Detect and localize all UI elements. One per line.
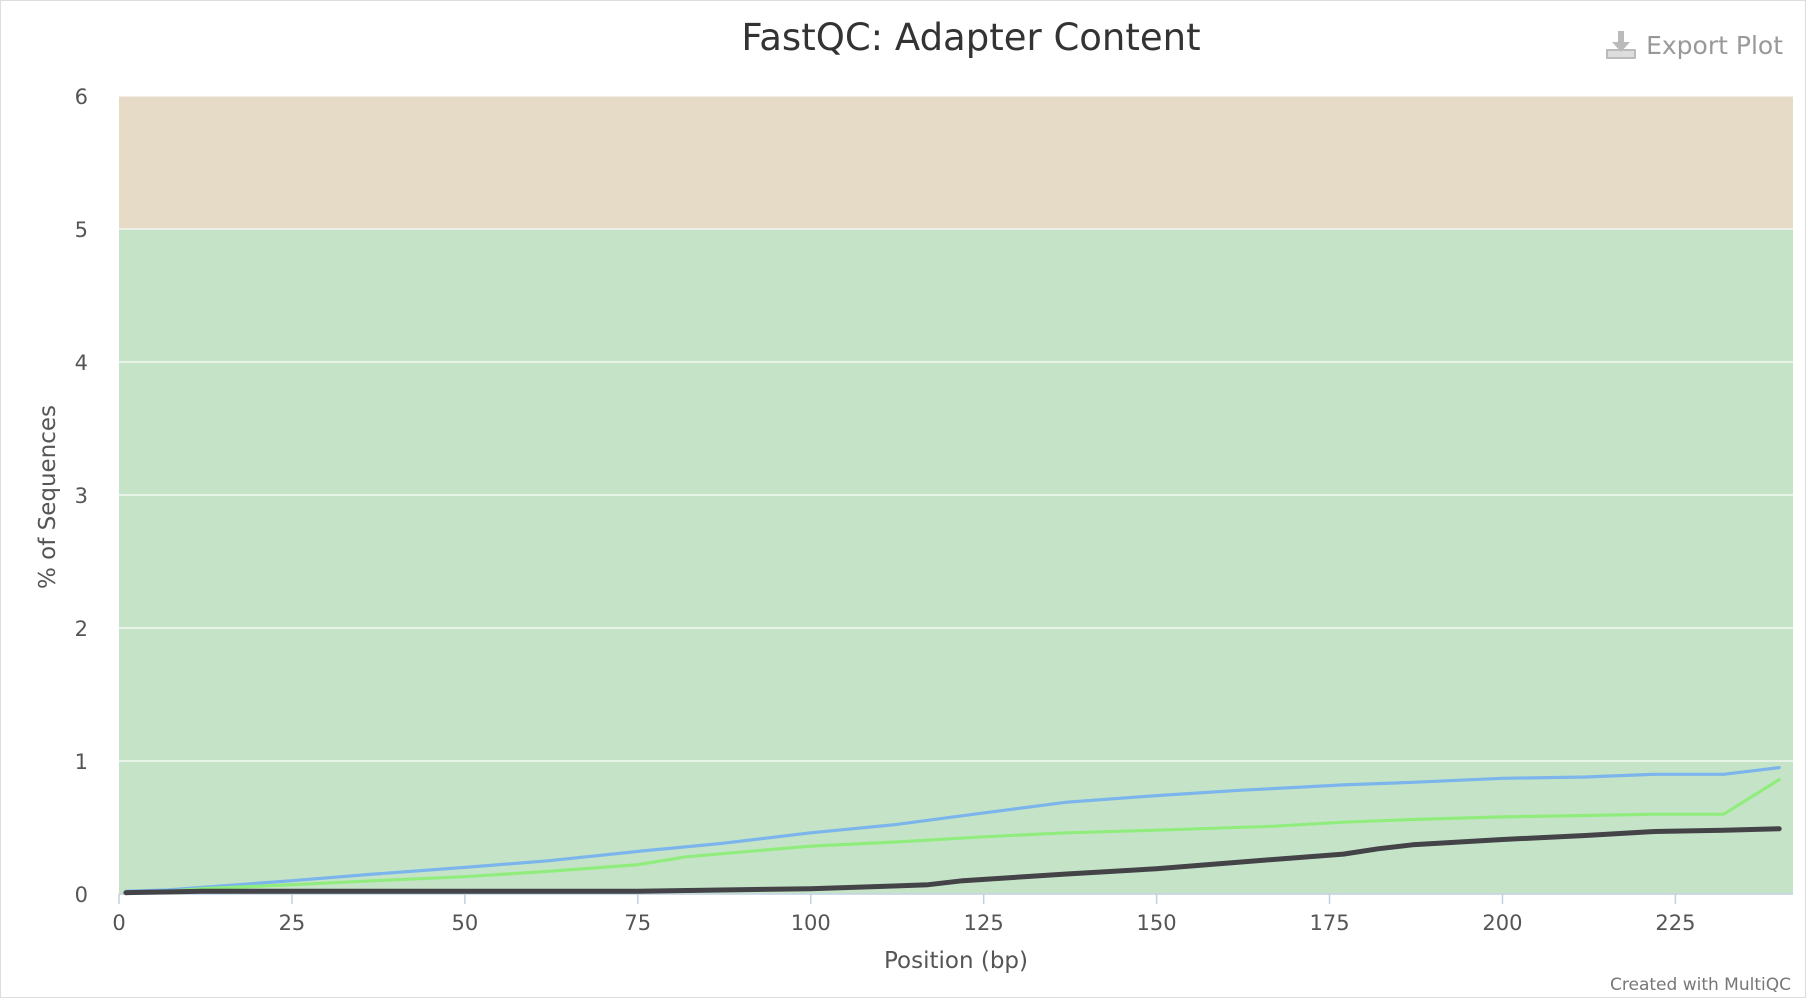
x-tick-label-0: 0 [112, 911, 125, 935]
x-tick-label-125: 125 [964, 911, 1004, 935]
x-tick-label-175: 175 [1309, 911, 1349, 935]
y-tick-label-5: 5 [75, 218, 88, 242]
series-line-1 [124, 766, 1781, 893]
y-tick-label-1: 1 [75, 750, 88, 774]
series-line-3 [123, 826, 1782, 896]
x-tick-label-75: 75 [624, 911, 651, 935]
x-axis-title: Position (bp) [884, 948, 1028, 974]
series-layer [123, 766, 1782, 896]
export-plot-label: Export Plot [1646, 30, 1783, 60]
y-tick-label-3: 3 [75, 484, 88, 508]
export-plot-button[interactable]: Export Plot [1604, 29, 1783, 61]
y-axis-ticks: 0 1 2 3 4 5 6 [75, 85, 88, 907]
x-tick-label-50: 50 [452, 911, 479, 935]
multiqc-credit: Created with MultiQC [1610, 975, 1791, 995]
x-tick-label-150: 150 [1137, 911, 1177, 935]
x-tick-label-225: 225 [1655, 911, 1695, 935]
y-tick-label-4: 4 [75, 351, 88, 375]
y-axis-title: % of Sequences [35, 405, 61, 589]
plot-band-1 [119, 96, 1793, 229]
y-tick-label-6: 6 [75, 85, 88, 109]
x-axis-ticks: 0 25 50 75 100 125 150 175 200 225 [112, 893, 1793, 935]
x-tick-label-200: 200 [1482, 911, 1522, 935]
x-tick-label-25: 25 [279, 911, 306, 935]
y-tick-label-0: 0 [75, 883, 88, 907]
chart-title: FastQC: Adapter Content [741, 16, 1200, 59]
plot-band-0 [119, 229, 1793, 894]
plot-bands [119, 96, 1793, 894]
y-tick-label-2: 2 [75, 617, 88, 641]
series-line-2 [124, 778, 1781, 895]
x-tick-label-100: 100 [791, 911, 831, 935]
download-icon [1604, 29, 1638, 61]
